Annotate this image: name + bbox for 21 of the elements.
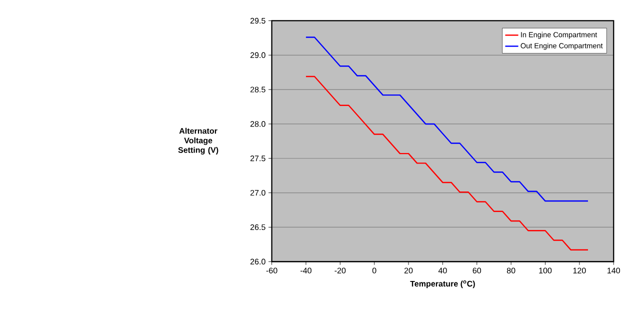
x-tick-label: 80 — [506, 267, 516, 274]
x-tick-label: -60 — [266, 267, 278, 274]
x-tick-label: -40 — [300, 267, 312, 274]
x-tick-label: 40 — [438, 267, 447, 274]
x-axis-title: Temperature ($^{o}$C) — [410, 280, 475, 288]
y-tick-label: 28.0 — [250, 120, 266, 127]
x-tick-label: 100 — [539, 267, 552, 274]
y-tick-label: 27.0 — [250, 190, 266, 196]
y-axis-title: Alternator Voltage Setting (V) — [178, 128, 218, 154]
x-tick-label: -20 — [334, 267, 346, 274]
x-tick-label: 20 — [404, 267, 413, 274]
y-tick-label: 29.5 — [250, 18, 266, 24]
x-tick-label: 0 — [372, 267, 376, 274]
x-tick-label: 140 — [608, 267, 620, 274]
x-tick-label: 120 — [573, 267, 586, 274]
y-tick-label: 27.5 — [250, 155, 266, 161]
y-tick-label: 29.0 — [250, 52, 266, 58]
y-tick-label: 26.5 — [250, 224, 266, 230]
x-tick-label: 60 — [472, 267, 482, 274]
y-tick-label: 26.0 — [250, 258, 266, 264]
y-tick-label: 28.5 — [250, 86, 266, 92]
